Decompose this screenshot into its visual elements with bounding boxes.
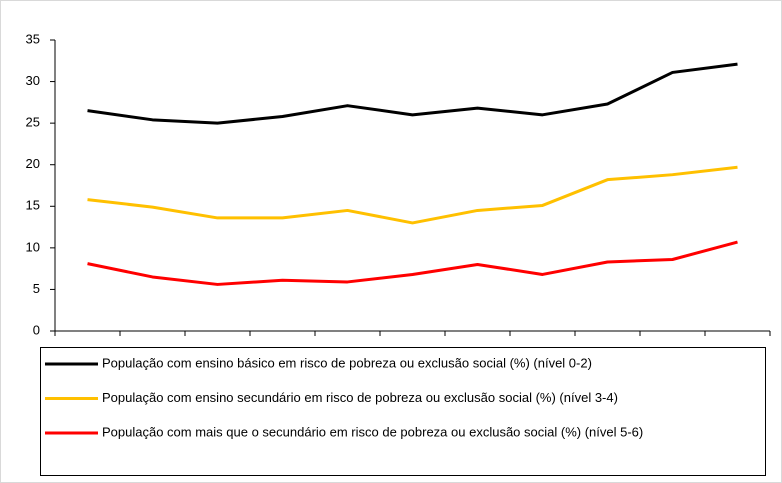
y-tick-label: 25 [26, 115, 40, 130]
legend-label: População com mais que o secundário em r… [102, 424, 643, 439]
series-line [87, 240, 738, 286]
series-line [87, 62, 738, 125]
legend-label: População com ensino secundário em risco… [102, 390, 618, 405]
legend-label: População com ensino básico em risco de … [102, 355, 592, 370]
legend-box [40, 347, 766, 476]
y-tick-label: 15 [26, 198, 40, 213]
y-tick-label: 5 [33, 281, 40, 296]
y-tick-label: 10 [26, 239, 40, 254]
y-tick-label: 0 [33, 322, 40, 337]
y-tick-label: 35 [26, 31, 40, 46]
series-line [87, 165, 738, 225]
y-tick-label: 20 [26, 156, 40, 171]
y-tick-label: 30 [26, 73, 40, 88]
